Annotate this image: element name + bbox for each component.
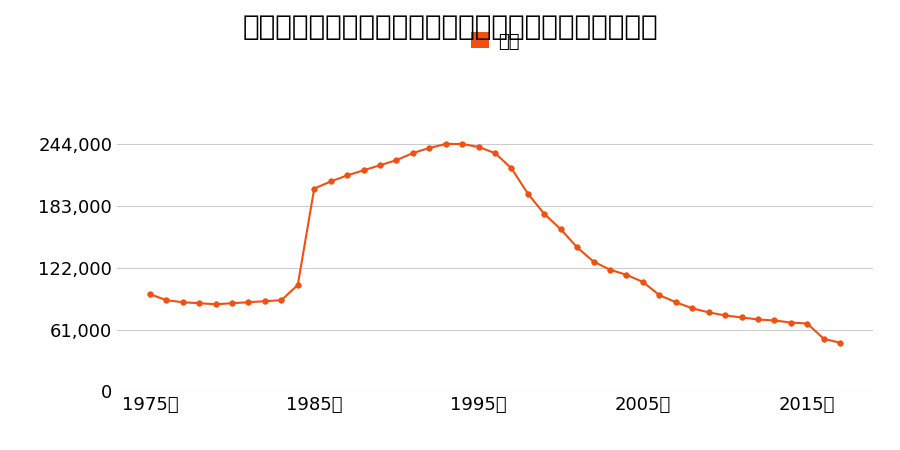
Legend: 価格: 価格	[471, 32, 519, 50]
Text: 長野県駒ケ根市赤穂字日の出町２丁目２２番の地価推移: 長野県駒ケ根市赤穂字日の出町２丁目２２番の地価推移	[242, 14, 658, 41]
